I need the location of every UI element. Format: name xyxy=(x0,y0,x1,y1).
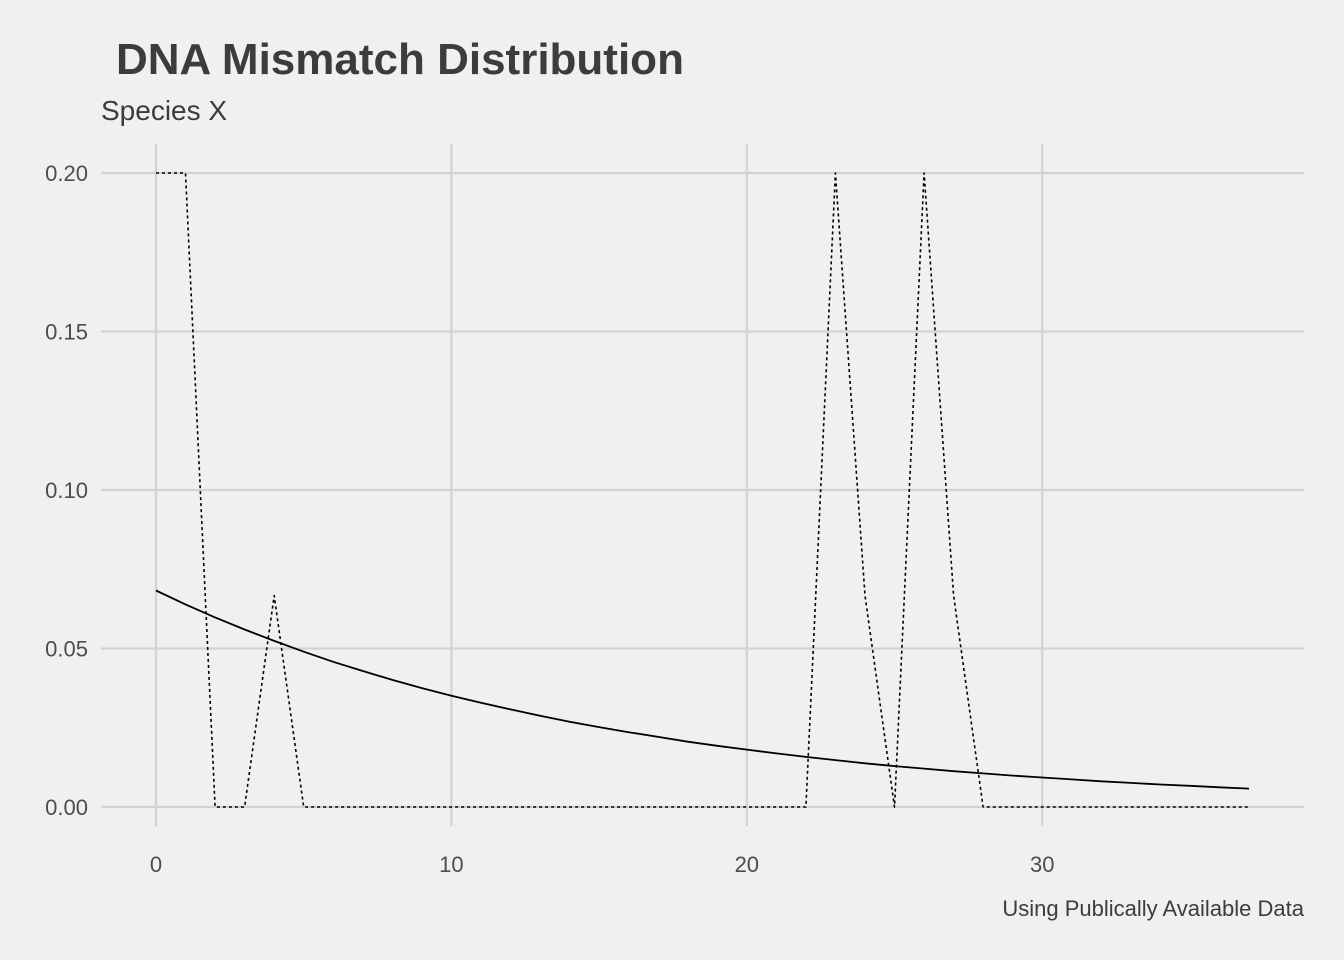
observed-series-line xyxy=(156,172,1249,808)
y-axis-ticks: 0.00 0.05 0.10 0.15 0.20 xyxy=(45,161,88,820)
y-tick-label: 0.00 xyxy=(45,795,88,820)
gridlines xyxy=(101,144,1304,826)
x-tick-label: 20 xyxy=(735,852,759,877)
chart-title: DNA Mismatch Distribution xyxy=(116,35,684,84)
chart-caption: Using Publically Available Data xyxy=(1002,896,1304,921)
x-tick-label: 0 xyxy=(150,852,162,877)
y-tick-label: 0.20 xyxy=(45,161,88,186)
chart-subtitle: Species X xyxy=(101,95,227,126)
y-tick-label: 0.15 xyxy=(45,320,88,345)
y-tick-label: 0.10 xyxy=(45,478,88,503)
y-tick-label: 0.05 xyxy=(45,637,88,662)
x-tick-label: 10 xyxy=(439,852,463,877)
expected-series-line xyxy=(155,589,1250,790)
x-tick-label: 30 xyxy=(1030,852,1054,877)
series-lines xyxy=(155,172,1250,808)
x-axis-ticks: 0 10 20 30 xyxy=(150,852,1055,877)
